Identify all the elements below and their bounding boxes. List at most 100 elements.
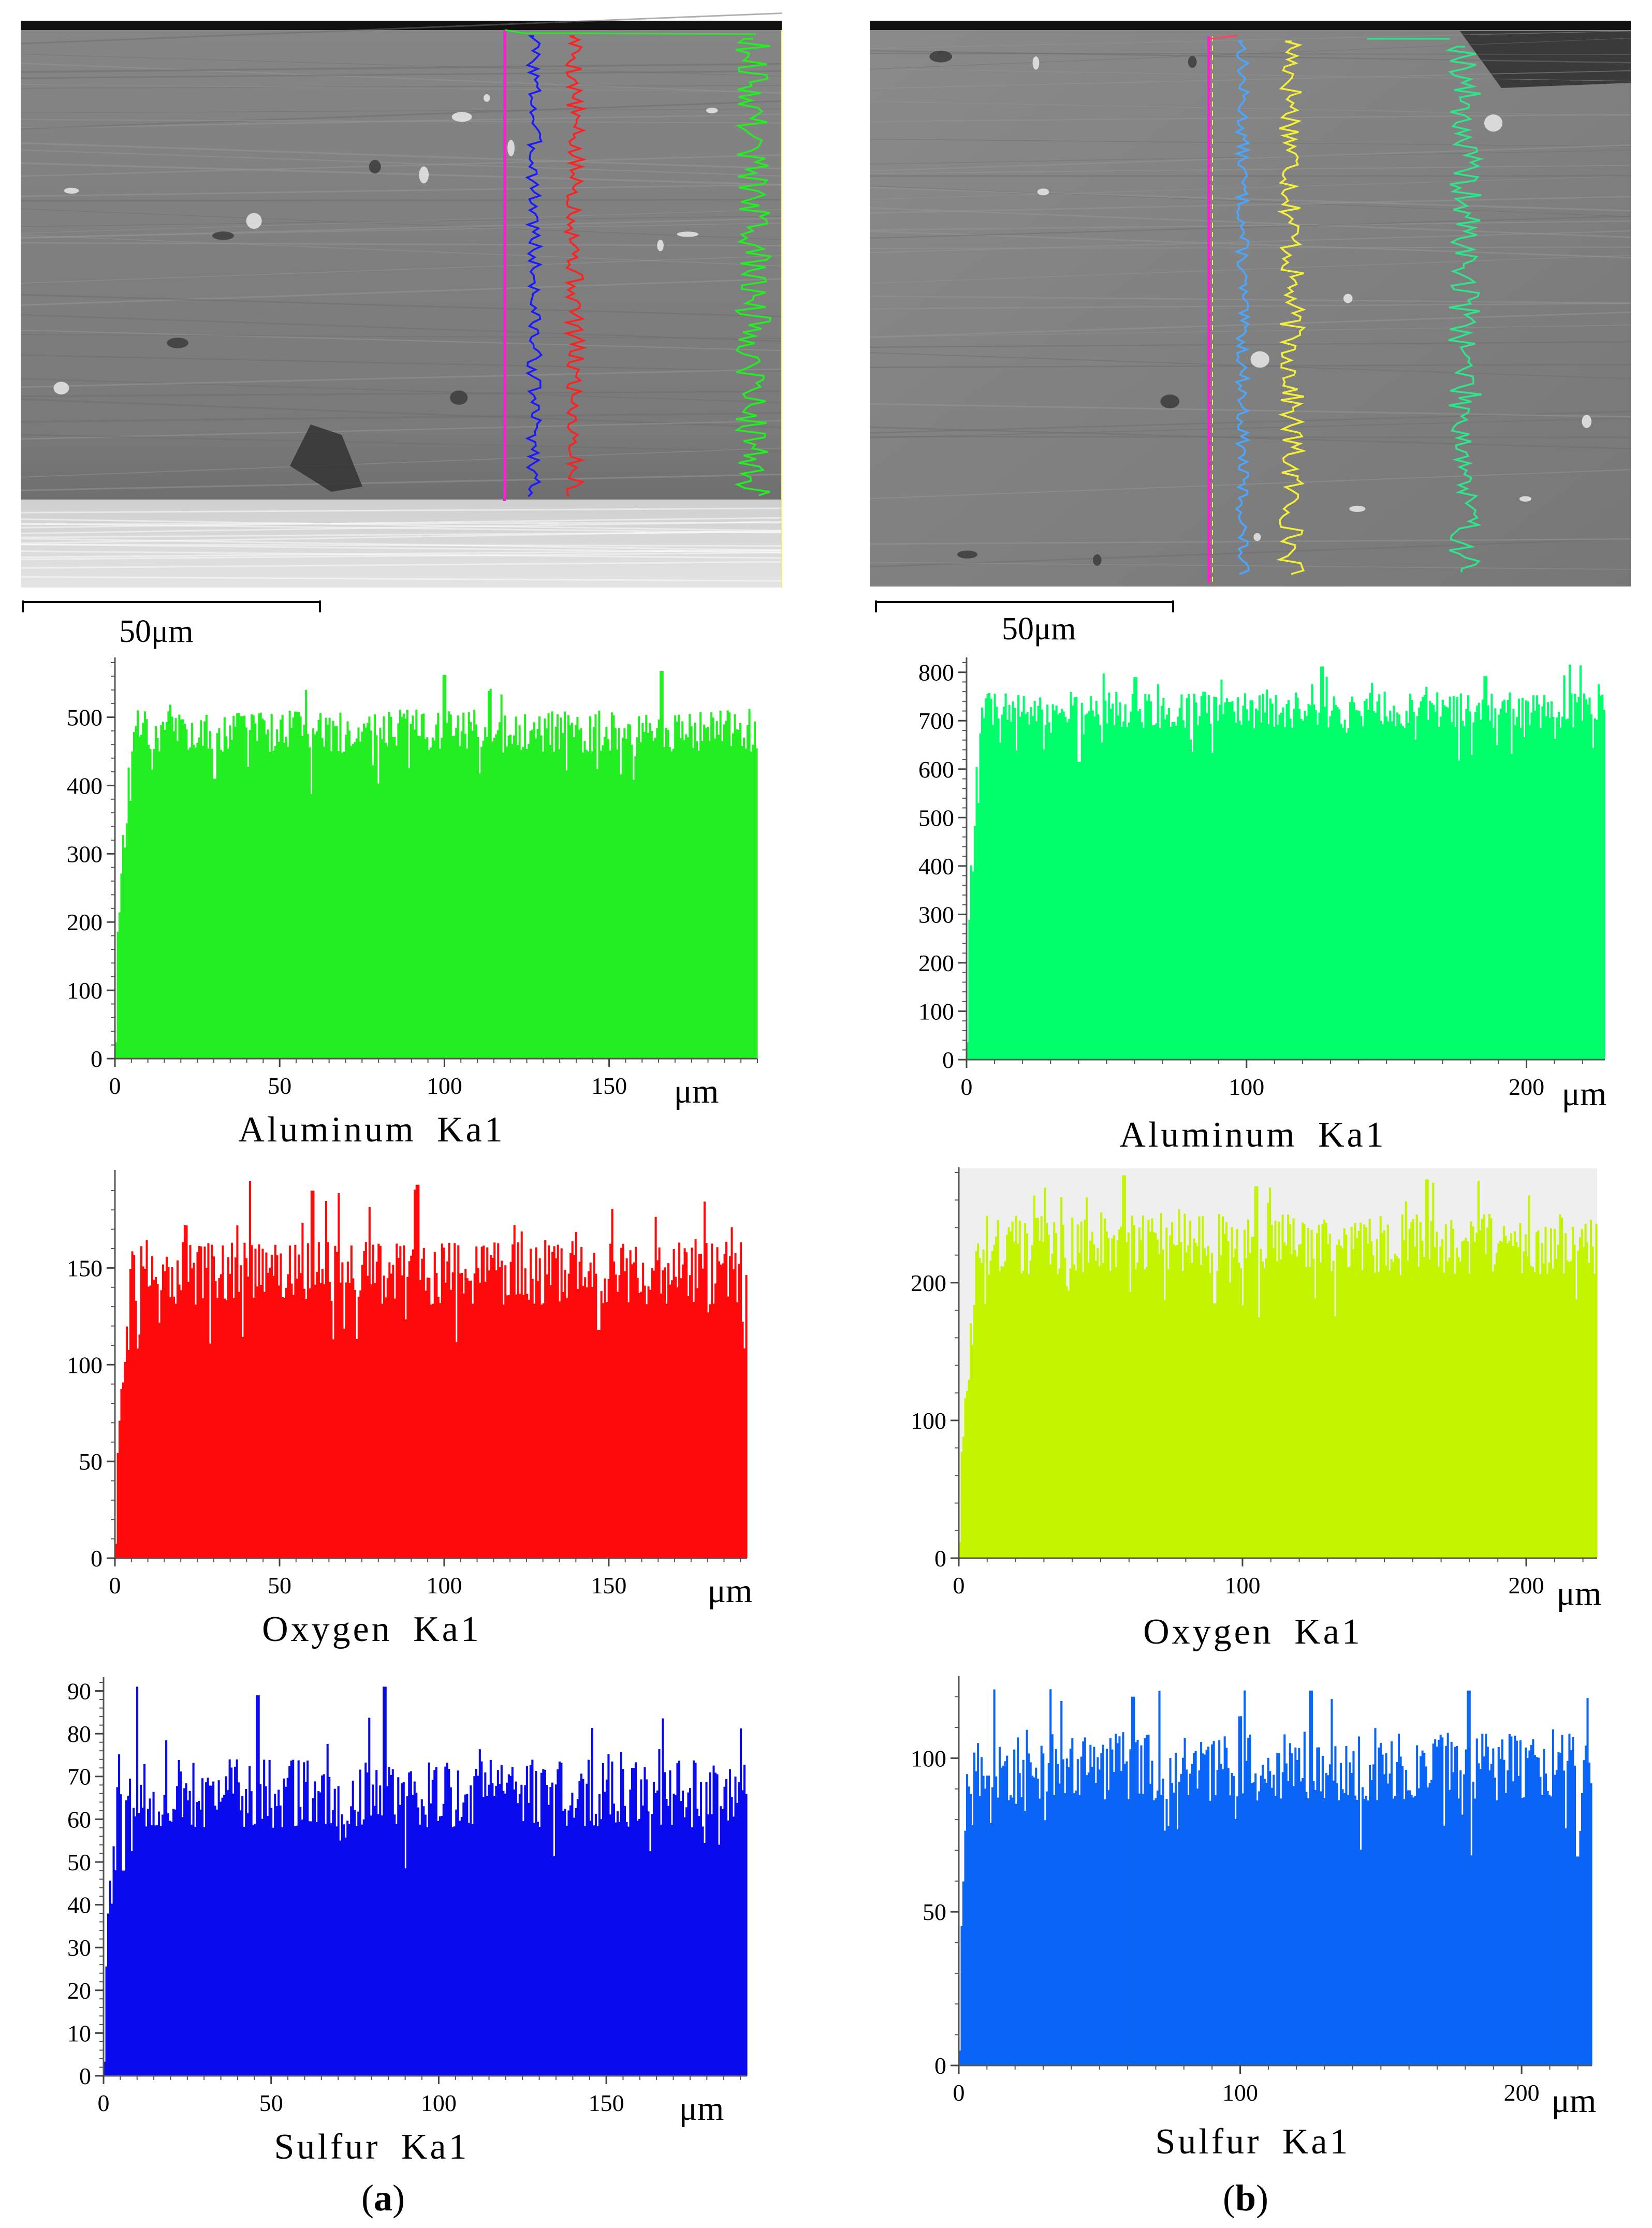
data-bar [987,694,989,1060]
y-tick-label: 300 [918,901,954,928]
data-bar [459,746,461,1059]
data-bar [260,1285,262,1558]
data-bar [1400,724,1402,1060]
data-bar [312,728,314,1059]
data-bar [1147,1220,1149,1558]
data-bar [1537,1230,1539,1558]
data-bar [625,739,627,1059]
data-bar [1077,1759,1079,2065]
data-bar [606,1302,608,1558]
data-bar [227,1257,229,1558]
data-bar [202,746,204,1059]
data-bar [406,1796,408,2076]
data-bar [641,723,644,1059]
data-bar [390,1775,392,2076]
data-bar [125,1800,127,2076]
data-bar [629,1790,631,2076]
data-bar [682,1791,684,2076]
data-bar [294,1826,296,2076]
data-bar [1251,700,1253,1060]
data-bar [1141,722,1143,1060]
panel-label-a: (a) [361,2177,405,2219]
data-bar [1436,1747,1438,2065]
data-bar [162,1265,164,1558]
data-bar [1394,1254,1396,1558]
data-bar [410,1771,412,2076]
data-bar [347,1262,349,1558]
data-bar [1028,1274,1030,1558]
data-bar [1468,1273,1470,1558]
data-bar [422,713,425,1059]
data-bar [540,736,543,1059]
data-bar [1298,709,1300,1060]
data-bar [1348,728,1350,1060]
data-bar [1601,695,1603,1060]
data-bar [1430,1780,1432,2065]
data-bar [1425,1179,1427,1558]
data-bar [177,741,179,1059]
data-bar [319,1792,321,2076]
data-bar [1001,1266,1003,1558]
data-bar [1517,1247,1519,1558]
data-bar [638,716,640,1059]
data-bar [1227,1768,1230,2065]
data-bar [1086,713,1088,1060]
data-bar [256,741,258,1059]
data-bar [1575,1299,1577,1558]
data-bar [709,1772,711,2076]
data-bar [1501,1242,1503,1558]
data-bar [288,1766,290,2076]
data-bar [673,1794,675,2076]
data-bar [1244,693,1246,1060]
data-bar [249,1181,251,1558]
data-bar [388,712,390,1059]
data-bar [1282,708,1284,1060]
data-bar [1019,1773,1021,2065]
data-bar [1121,727,1123,1060]
data-bar [1320,666,1322,1060]
data-bar [537,1822,539,2076]
data-bar [1129,1292,1131,1558]
data-bar [1528,1751,1530,2065]
x-tick-label: 200 [1509,1572,1544,1599]
y-tick-label: 60 [67,1806,91,1833]
chart-title: Aluminum Ka1 [238,1110,505,1150]
data-bar [303,1289,305,1558]
data-bar [232,1794,235,2076]
data-bar [1485,676,1487,1060]
pore-defect [1093,554,1101,566]
data-bar [247,1813,249,2076]
data-bar [473,1776,475,2076]
data-bar [127,1796,129,2076]
data-bar [1200,1742,1202,2065]
data-bar [1193,694,1195,1060]
data-bar [1325,1773,1327,2065]
data-bar [567,1810,569,2076]
data-bar [412,1250,414,1558]
data-bar [519,1794,521,2076]
data-bar [265,1253,267,1558]
data-bar [135,1816,137,2076]
data-bar [1295,693,1297,1060]
data-bar [1033,1195,1035,1558]
data-bar [689,714,691,1059]
data-bar [455,1810,457,2076]
data-bar [1422,697,1424,1060]
data-bar [450,1290,452,1558]
data-bar [567,715,569,1059]
data-bar [1331,711,1333,1060]
data-bar [359,742,361,1059]
data-bar [1055,1749,1057,2065]
data-bar [211,1786,213,2076]
data-bar [142,723,144,1059]
data-bar [1351,697,1353,1060]
data-bar [1070,1749,1072,2065]
data-bar [495,1786,497,2076]
data-bar [1161,706,1163,1060]
data-bar [386,1786,388,2076]
data-bar [142,1808,144,2076]
sem-image-a [21,13,782,588]
y-tick-label: 0 [934,1545,946,1572]
data-bar [327,725,329,1059]
